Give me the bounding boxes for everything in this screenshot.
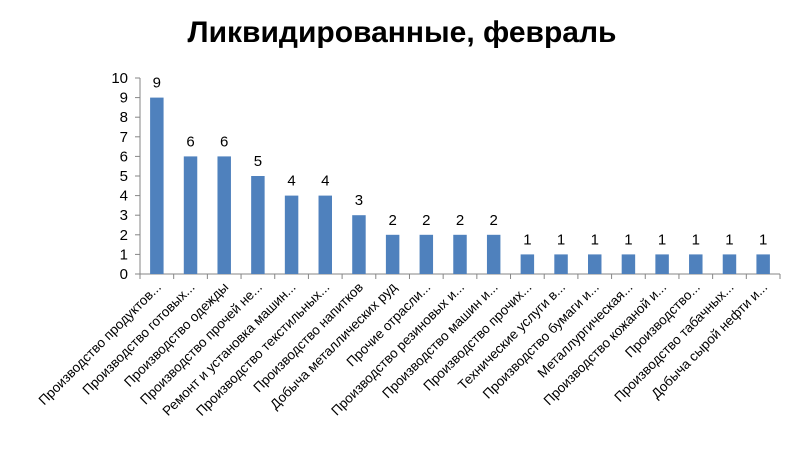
chart-title: Ликвидированные, февраль [187, 16, 617, 49]
bar [419, 234, 434, 274]
data-label: 2 [388, 212, 396, 229]
y-tick-label: 5 [120, 168, 128, 185]
bar [655, 254, 669, 274]
y-tick-label: 2 [120, 227, 128, 244]
bar [150, 97, 164, 274]
chart-data-labels: 9 6 6 5 4 4 3 2 2 2 2 1 1 1 1 1 1 1 1 [153, 75, 768, 249]
data-label: 1 [591, 231, 599, 248]
bar [520, 254, 535, 274]
bar [588, 254, 602, 274]
bar [183, 156, 198, 274]
chart-axes: 0 1 2 3 4 5 6 7 8 9 10 [111, 70, 781, 283]
bar [689, 254, 703, 274]
y-tick-label: 4 [120, 188, 128, 205]
bar [722, 254, 737, 274]
data-label: 2 [456, 212, 464, 229]
y-tick-label: 3 [120, 207, 128, 224]
y-tick-label: 7 [120, 129, 128, 146]
data-label: 1 [759, 231, 767, 248]
bar [284, 195, 299, 274]
bar [453, 234, 467, 274]
data-label: 2 [422, 212, 430, 229]
y-tick-label: 9 [120, 90, 128, 107]
bar [318, 195, 332, 274]
data-label: 1 [658, 231, 666, 248]
data-label: 2 [490, 212, 498, 229]
bar [621, 254, 636, 274]
data-label: 4 [287, 173, 295, 190]
y-tick-label: 0 [120, 266, 128, 283]
data-label: 4 [321, 173, 329, 190]
chart-category-labels: Производство продуктов...Производство го… [36, 279, 771, 418]
data-label: 6 [220, 133, 228, 150]
bar [385, 234, 400, 274]
data-label: 1 [523, 231, 531, 248]
data-label: 1 [725, 231, 733, 248]
bar [217, 156, 231, 274]
bar [756, 254, 770, 274]
data-label: 1 [557, 231, 565, 248]
bar [352, 215, 366, 274]
y-tick-label: 6 [120, 148, 128, 165]
y-tick-label: 1 [120, 246, 128, 263]
bar [486, 234, 501, 274]
data-label: 3 [355, 192, 363, 209]
data-label: 1 [692, 231, 700, 248]
y-tick-label: 10 [111, 70, 128, 87]
chart-bars [150, 97, 770, 274]
bar [554, 254, 568, 274]
data-label: 1 [624, 231, 632, 248]
y-tick-label: 8 [120, 109, 128, 126]
data-label: 5 [254, 153, 262, 170]
data-label: 6 [186, 133, 194, 150]
data-label: 9 [153, 75, 161, 92]
bar [251, 176, 265, 274]
